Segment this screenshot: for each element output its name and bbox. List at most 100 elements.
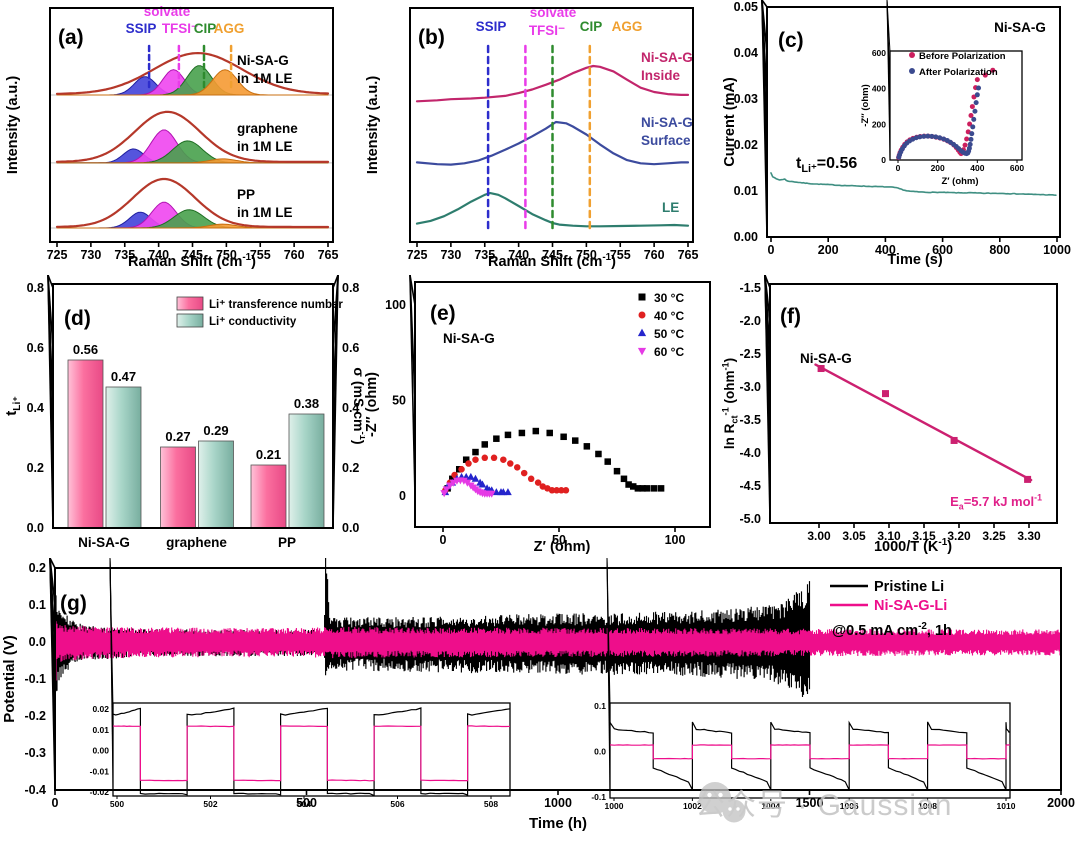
category-label: PP: [278, 535, 296, 550]
svg-text:Raman Shift (cm-1): Raman Shift (cm-1): [128, 252, 256, 270]
activation-energy-annotation: Ea=5.7 kJ mol-1: [950, 493, 1042, 512]
svg-text:3.05: 3.05: [842, 529, 866, 543]
svg-text:745: 745: [182, 248, 203, 262]
svg-text:0.8: 0.8: [342, 281, 359, 295]
svg-text:1000: 1000: [1043, 243, 1071, 257]
svg-text:Current (mA): Current (mA): [722, 77, 738, 167]
svg-text:-0.2: -0.2: [24, 709, 46, 723]
bar-Ni-SA-G-1: [105, 386, 142, 529]
sample-label: Ni-SA-G: [443, 331, 495, 346]
svg-text:100: 100: [385, 298, 406, 312]
svg-text:1000/T (K-1): 1000/T (K-1): [874, 537, 952, 555]
svg-text:750: 750: [216, 248, 237, 262]
svg-text:0.0: 0.0: [342, 521, 359, 535]
svg-text:-4.0: -4.0: [739, 446, 761, 460]
svg-text:400: 400: [875, 243, 896, 257]
svg-text:-5.0: -5.0: [739, 512, 761, 526]
panel-b-raman-spectra-chart: Ni-SA-GInsideNi-SA-GSurfaceLESSIPsolvate…: [365, 5, 699, 270]
svg-text:760: 760: [284, 248, 305, 262]
svg-text:0.2: 0.2: [27, 461, 44, 475]
svg-text:740: 740: [508, 248, 529, 262]
svg-text:-1.5: -1.5: [739, 281, 761, 295]
svg-text:755: 755: [610, 248, 631, 262]
svg-text:CIP: CIP: [580, 19, 603, 34]
svg-text:0.4: 0.4: [342, 401, 359, 415]
sample-label: Ni-SA-G: [800, 351, 852, 366]
svg-text:LE: LE: [662, 200, 679, 215]
svg-text:1000: 1000: [544, 796, 572, 810]
svg-text:0.29: 0.29: [203, 423, 228, 438]
svg-text:0: 0: [896, 163, 901, 173]
svg-text:-0.3: -0.3: [24, 746, 46, 760]
svg-text:600: 600: [932, 243, 953, 257]
svg-text:500: 500: [110, 799, 124, 809]
bar-graphene-1: [198, 440, 234, 529]
svg-text:1002: 1002: [683, 801, 702, 811]
svg-text:0.05: 0.05: [734, 0, 758, 14]
svg-text:3.00: 3.00: [807, 529, 831, 543]
svg-text:CIP: CIP: [194, 21, 217, 36]
svg-text:TFSI⁻: TFSI⁻: [162, 21, 198, 36]
svg-text:TFSI⁻: TFSI⁻: [529, 23, 565, 38]
svg-text:0.38: 0.38: [294, 396, 319, 411]
svg-text:765: 765: [678, 248, 699, 262]
svg-text:Ni-SA-G: Ni-SA-G: [641, 50, 693, 65]
svg-text:400: 400: [872, 84, 886, 94]
svg-text:0.01: 0.01: [92, 725, 109, 735]
svg-text:0.47: 0.47: [111, 369, 136, 384]
svg-text:-Z″ (ohm): -Z″ (ohm): [860, 84, 871, 127]
svg-text:-Z″ (ohm): -Z″ (ohm): [364, 372, 380, 437]
panel-label-c: (c): [778, 29, 804, 52]
svg-text:0.0: 0.0: [594, 747, 606, 757]
svg-text:0: 0: [52, 796, 59, 810]
svg-text:SSIP: SSIP: [126, 21, 157, 36]
svg-text:506: 506: [390, 799, 404, 809]
svg-text:0.00: 0.00: [734, 230, 758, 244]
svg-text:-0.1: -0.1: [24, 672, 46, 686]
svg-text:735: 735: [114, 248, 135, 262]
svg-text:0.01: 0.01: [734, 184, 758, 198]
panel-d-bar-chart: 0.56 0.47 Ni-SA-G 0.27 0.29 graphene 0.21 0.38 P…: [3, 275, 365, 550]
panel-e-nyquist-chart: 0 50 100 0 50 100 Z′ (ohm) -Z″ (ohm) (e) Ni-SA-G 3…: [364, 275, 711, 555]
svg-text:740: 740: [148, 248, 169, 262]
svg-text:SSIP: SSIP: [476, 19, 507, 34]
svg-text:-0.1: -0.1: [591, 792, 606, 802]
svg-text:graphene: graphene: [237, 121, 298, 136]
svg-text:730: 730: [80, 248, 101, 262]
svg-text:0.0: 0.0: [27, 521, 44, 535]
svg-text:in 1M LE: in 1M LE: [237, 139, 293, 154]
svg-text:760: 760: [644, 248, 665, 262]
svg-text:0.2: 0.2: [342, 461, 359, 475]
svg-text:0.21: 0.21: [256, 447, 281, 462]
svg-text:200: 200: [818, 243, 839, 257]
panel-label-f: (f): [780, 305, 801, 328]
svg-text:3.30: 3.30: [1017, 529, 1041, 543]
svg-text:1500: 1500: [796, 796, 824, 810]
svg-text:725: 725: [407, 248, 428, 262]
svg-text:0.1: 0.1: [29, 598, 46, 612]
svg-text:0.0: 0.0: [29, 635, 46, 649]
sample-label: Ni-SA-G: [994, 20, 1046, 35]
panel-c-polarization-current-chart: 0 200 400 600 800 1000 0.00 0.01 0.02 0.03 0.04 0.0…: [722, 0, 1071, 268]
legend-item: 30 °C: [654, 291, 684, 305]
svg-text:in 1M LE: in 1M LE: [237, 205, 293, 220]
inset-legend-item: Before Polarization: [919, 51, 1006, 62]
legend-item: Li⁺ transference number: [209, 299, 343, 311]
svg-text:in 1M LE: in 1M LE: [237, 71, 293, 86]
svg-text:tLi⁺: tLi⁺: [3, 396, 23, 415]
svg-text:504: 504: [297, 799, 311, 809]
svg-text:735: 735: [474, 248, 495, 262]
svg-text:725: 725: [47, 248, 68, 262]
svg-text:-3.0: -3.0: [739, 380, 761, 394]
legend-item: Ni-SA-G-Li: [874, 598, 947, 614]
svg-text:0.27: 0.27: [165, 429, 190, 444]
panel-label-b: (b): [418, 26, 445, 49]
svg-text:Ni-SA-G: Ni-SA-G: [641, 115, 693, 130]
svg-text:3.10: 3.10: [877, 529, 901, 543]
svg-text:0: 0: [440, 533, 447, 547]
svg-text:-0.01: -0.01: [90, 766, 110, 776]
category-label: Ni-SA-G: [78, 535, 130, 550]
svg-text:0.8: 0.8: [27, 281, 44, 295]
svg-text:1004: 1004: [761, 801, 780, 811]
svg-text:50: 50: [552, 533, 566, 547]
